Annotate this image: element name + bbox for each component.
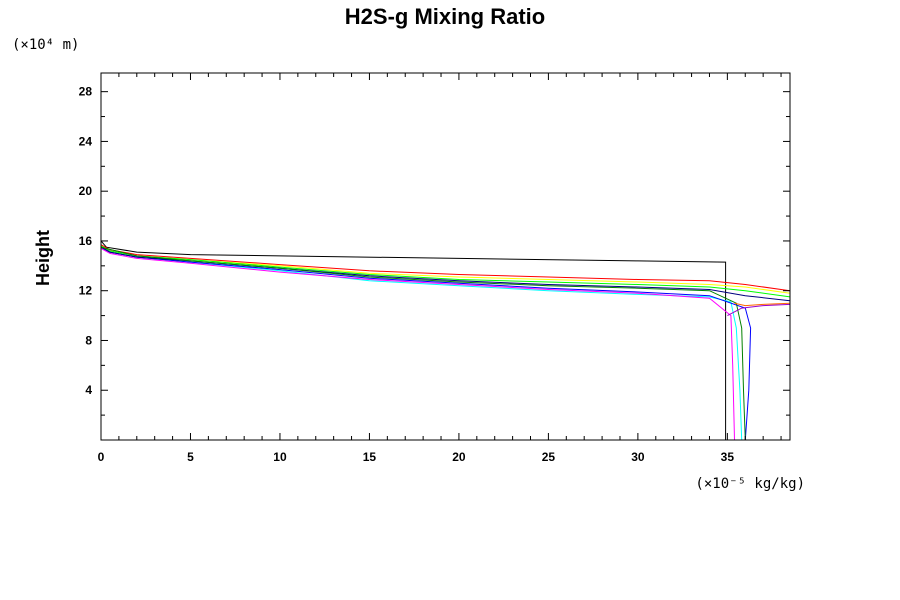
series-line-9 (101, 246, 746, 440)
y-axis-unit: (×10⁴ m) (12, 37, 79, 53)
x-tick-label: 20 (452, 450, 466, 464)
y-tick-label: 16 (79, 234, 93, 248)
series-line-10 (734, 302, 790, 307)
series-line-7 (101, 247, 735, 440)
series-line-8 (101, 246, 790, 302)
y-tick-label: 12 (79, 284, 93, 298)
plot-frame (100, 72, 791, 441)
y-tick-label: 20 (79, 184, 93, 198)
x-tick-label: 25 (542, 450, 556, 464)
series-line-2 (101, 244, 790, 292)
y-axis-label: Height (33, 230, 53, 286)
x-tick-label: 5 (187, 450, 194, 464)
series-line-11 (727, 303, 790, 317)
x-axis-unit: (×10⁻⁵ kg/kg) (695, 476, 805, 492)
y-tick-label: 8 (85, 333, 92, 347)
axes-layer: 0 5 10 15 20 25 30 35 4 8 12 16 20 24 28 (79, 72, 791, 464)
series-line-4 (101, 245, 790, 298)
y-tick-label: 4 (85, 383, 92, 397)
x-tick-label: 10 (273, 450, 287, 464)
y-tick-label: 24 (79, 134, 93, 148)
series-line-1 (101, 73, 727, 440)
y-tick-label: 28 (79, 85, 93, 99)
chart-title: H2S-g Mixing Ratio (345, 4, 545, 29)
series-line-5 (101, 246, 743, 440)
x-tick-label: 30 (631, 450, 645, 464)
x-tick-label: 15 (363, 450, 377, 464)
x-tick-label: 0 (98, 450, 105, 464)
series-layer (101, 73, 790, 440)
x-tick-label: 35 (721, 450, 735, 464)
